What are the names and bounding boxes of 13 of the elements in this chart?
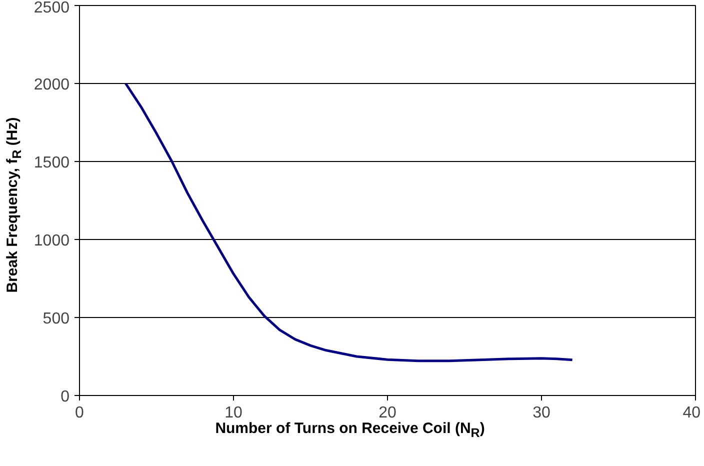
y-tick-label: 1000 (34, 232, 70, 250)
y-tick-label: 0 (60, 388, 70, 406)
y-tick-label: 500 (42, 310, 70, 328)
x-tick-label: 10 (224, 404, 242, 422)
x-tick-label: 0 (75, 404, 84, 422)
y-tick-label: 1500 (34, 154, 70, 172)
line-series (124, 82, 574, 362)
x-tick-label: 20 (378, 404, 396, 422)
x-axis-title: Number of Turns on Receive Coil (N$_{R}$) (214, 420, 486, 440)
x-tick-label: 30 (532, 404, 550, 422)
y-tick-label: 2000 (34, 76, 70, 94)
y-tick-label: 2500 (34, 0, 70, 16)
x-tick-label: 40 (682, 404, 701, 422)
